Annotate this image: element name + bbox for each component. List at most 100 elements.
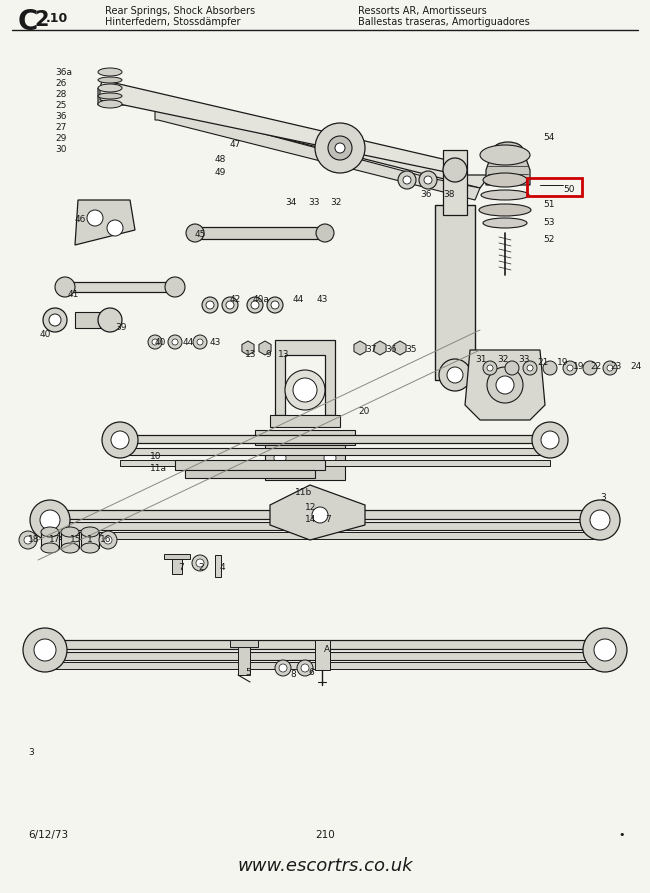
Ellipse shape	[481, 190, 529, 200]
Circle shape	[148, 335, 162, 349]
Bar	[175, 460, 325, 470]
Circle shape	[168, 335, 182, 349]
Bar	[527, 178, 582, 196]
Text: www.escortrs.co.uk: www.escortrs.co.uk	[237, 857, 413, 875]
Circle shape	[301, 664, 309, 672]
Circle shape	[279, 664, 287, 672]
Text: 33: 33	[518, 355, 530, 364]
Circle shape	[324, 452, 336, 464]
Circle shape	[443, 158, 467, 182]
Circle shape	[424, 176, 432, 184]
Text: 36: 36	[55, 112, 66, 121]
Circle shape	[87, 210, 103, 226]
Circle shape	[251, 301, 259, 309]
Circle shape	[563, 361, 577, 375]
Text: 46: 46	[75, 215, 86, 224]
Circle shape	[447, 367, 463, 383]
Text: 40: 40	[155, 338, 166, 347]
Circle shape	[111, 431, 129, 449]
Text: 29: 29	[55, 134, 66, 143]
Text: 42: 42	[230, 295, 241, 304]
Text: 49: 49	[215, 168, 226, 177]
Polygon shape	[75, 200, 135, 245]
Text: 47: 47	[230, 140, 241, 149]
Circle shape	[523, 361, 537, 375]
Text: 8: 8	[290, 670, 296, 679]
Text: 36: 36	[385, 345, 396, 354]
Circle shape	[206, 301, 214, 309]
Circle shape	[590, 510, 610, 530]
Ellipse shape	[98, 68, 122, 76]
Bar	[41, 532, 59, 548]
Bar	[270, 415, 340, 427]
Ellipse shape	[41, 543, 59, 553]
Text: 36a: 36a	[55, 68, 72, 77]
Text: C: C	[18, 8, 38, 36]
Circle shape	[594, 639, 616, 661]
Text: Rear Springs, Shock Absorbers: Rear Springs, Shock Absorbers	[105, 6, 255, 16]
Text: 3: 3	[28, 748, 34, 757]
Circle shape	[202, 297, 218, 313]
Ellipse shape	[98, 77, 122, 83]
Circle shape	[102, 422, 138, 458]
Ellipse shape	[483, 173, 527, 187]
Circle shape	[312, 507, 328, 523]
Polygon shape	[374, 341, 386, 355]
Text: 40: 40	[40, 330, 51, 339]
Bar	[45, 640, 605, 649]
Text: 18: 18	[28, 535, 40, 544]
Text: 13: 13	[278, 350, 289, 359]
Ellipse shape	[81, 543, 99, 553]
Circle shape	[483, 361, 497, 375]
Ellipse shape	[479, 204, 531, 216]
Circle shape	[335, 143, 345, 153]
Bar	[230, 640, 258, 647]
Circle shape	[104, 536, 112, 544]
Polygon shape	[486, 150, 530, 185]
Bar	[185, 470, 315, 478]
Text: 21: 21	[537, 358, 549, 367]
Text: 36: 36	[420, 190, 432, 199]
Text: 45: 45	[195, 230, 207, 239]
Text: 16: 16	[100, 535, 112, 544]
Bar	[120, 435, 550, 443]
Text: .10: .10	[46, 12, 68, 25]
Circle shape	[398, 171, 416, 189]
Text: 44: 44	[183, 338, 194, 347]
Text: 25: 25	[55, 101, 66, 110]
Circle shape	[541, 431, 559, 449]
Text: Ressorts AR, Amortisseurs: Ressorts AR, Amortisseurs	[358, 6, 487, 16]
Circle shape	[30, 500, 70, 540]
Polygon shape	[276, 341, 288, 355]
Text: 43: 43	[210, 338, 222, 347]
Circle shape	[99, 531, 117, 549]
Circle shape	[55, 277, 75, 297]
Text: 10: 10	[150, 452, 161, 461]
Circle shape	[527, 365, 533, 371]
Ellipse shape	[98, 84, 122, 92]
Text: 19: 19	[557, 358, 569, 367]
Polygon shape	[98, 88, 490, 188]
Bar	[75, 312, 110, 328]
Polygon shape	[465, 350, 545, 420]
Polygon shape	[354, 341, 366, 355]
Bar	[45, 652, 605, 660]
Bar	[45, 662, 605, 669]
Circle shape	[316, 224, 334, 242]
Ellipse shape	[493, 142, 523, 158]
Circle shape	[583, 628, 627, 672]
Text: 24: 24	[630, 362, 642, 371]
Bar	[255, 430, 355, 445]
Circle shape	[603, 361, 617, 375]
Text: 15: 15	[70, 535, 81, 544]
Circle shape	[580, 500, 620, 540]
Circle shape	[98, 308, 122, 332]
Circle shape	[543, 361, 557, 375]
Circle shape	[293, 378, 317, 402]
Polygon shape	[275, 340, 335, 415]
Circle shape	[192, 555, 208, 571]
Text: 38: 38	[443, 190, 454, 199]
Ellipse shape	[61, 543, 79, 553]
Text: 7: 7	[325, 515, 331, 524]
Text: 3: 3	[600, 493, 606, 502]
